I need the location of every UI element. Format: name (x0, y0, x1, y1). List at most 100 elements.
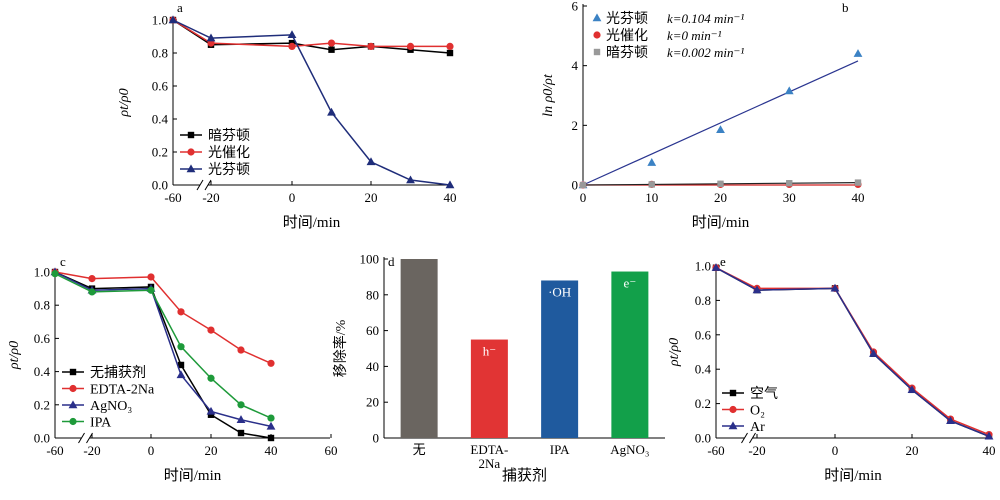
x-category-label: 2Na (479, 456, 501, 471)
x-tick-label: 40 (983, 443, 996, 458)
bar-annotation: h⁻ (483, 344, 496, 359)
legend-marker (729, 405, 737, 414)
legend-k-label: k=0.002 min⁻¹ (667, 45, 744, 60)
legend-marker (68, 400, 78, 409)
y-tick-label: 2 (572, 118, 579, 133)
y-tick-label: 0.2 (152, 145, 168, 160)
series-2 (168, 15, 455, 189)
x-category-label: IPA (550, 442, 570, 457)
y-tick-label: 0.6 (695, 327, 712, 342)
y-tick-label: 40 (366, 359, 379, 374)
bar-2 (541, 280, 579, 438)
data-point (327, 39, 336, 47)
x-tick-label: 60 (325, 443, 338, 458)
bar-annotation: e⁻ (624, 276, 637, 291)
data-point (168, 15, 178, 24)
y-tick-label: 0.0 (34, 431, 50, 446)
x-tick-label: 40 (444, 190, 457, 205)
data-point (984, 431, 994, 440)
panel-letter-c: c (60, 254, 66, 269)
y-tick-label: 80 (366, 287, 379, 302)
chart-panel-c: c 0.0 0.2 0.4 0.6 0.8 1.0 ρt/ρ0 时间/min -60 -20 0 20 4… (7, 254, 338, 484)
x-tick-label: 0 (832, 443, 839, 458)
legend-label: 空气 (750, 386, 778, 402)
axis-break-mark (196, 179, 204, 191)
x-category-label: EDTA- (470, 442, 508, 457)
y-tick-label: 6 (572, 0, 579, 14)
bar-3 (611, 271, 649, 438)
legend-k-label: k=0.104 min⁻¹ (667, 11, 744, 26)
axis-break-mark (749, 432, 756, 444)
axis-break-mark (78, 432, 85, 444)
data-point (176, 370, 186, 379)
data-point (237, 346, 245, 354)
data-point (579, 181, 587, 189)
x-tick-label: 20 (906, 443, 919, 458)
chart-panel-d: d 0 20 40 60 80 100 移除率/% 捕获剂 无 EDTA-2Na h⁻ IPA ·OH Ag… (332, 252, 665, 484)
data-point (946, 416, 955, 424)
series-line (54, 271, 272, 439)
y-axis-label: 移除率/% (332, 319, 349, 377)
legend-marker (69, 384, 77, 393)
data-point (445, 180, 455, 189)
y-tick-label: 0.8 (34, 298, 50, 313)
data-point (446, 42, 454, 51)
data-point (784, 86, 794, 95)
legend-marker (729, 389, 737, 397)
legend-marker (69, 417, 77, 426)
data-point (647, 158, 657, 166)
y-axis-label: ρt/ρ0 (667, 338, 682, 367)
x-axis-label: 时间/min (283, 214, 341, 231)
x-tick-label: 0 (580, 190, 587, 205)
x-category-label: 无 (413, 442, 426, 457)
x-tick-label: -20 (748, 443, 765, 458)
x-tick-label: -60 (707, 443, 724, 458)
x-tick-label: 40 (852, 190, 865, 205)
data-point (288, 42, 296, 51)
series-0 (578, 49, 863, 189)
data-point (446, 49, 454, 57)
series-1 (169, 16, 454, 51)
x-tick-label: -20 (83, 443, 100, 458)
bar-annotation: ·OH (548, 284, 571, 299)
x-axis-label: 时间/min (692, 214, 750, 231)
legend-marker (592, 13, 602, 22)
x-axis-label: 捕获剂 (502, 467, 547, 484)
x-axis-label: 时间/min (824, 467, 882, 484)
data-point (853, 49, 863, 57)
legend-marker (593, 48, 601, 56)
fit-line (582, 60, 859, 186)
x-tick-label: 20 (714, 190, 727, 205)
legend-label: 光芬顿 (606, 11, 648, 27)
legend-marker (69, 368, 77, 376)
data-point (406, 42, 415, 51)
x-tick-label: 0 (148, 443, 155, 458)
x-tick-label: 20 (365, 190, 378, 205)
data-point (207, 411, 215, 418)
data-point (328, 46, 335, 53)
legend-label: 暗芬顿 (208, 128, 250, 144)
data-point (327, 107, 336, 116)
x-tick-label: -60 (46, 443, 63, 458)
series-2 (711, 263, 994, 440)
y-tick-label: 0 (373, 431, 380, 446)
series-3 (51, 270, 275, 422)
legend-label: 无捕获剂 (90, 365, 146, 381)
x-tick-label: 20 (205, 443, 218, 458)
legend-label: O₂ (750, 404, 765, 419)
data-point (237, 429, 245, 437)
data-point (711, 263, 721, 271)
data-point (406, 175, 415, 184)
data-point (177, 308, 185, 316)
legend-label: 光催化 (208, 145, 250, 161)
legend-marker (728, 421, 738, 430)
y-tick-label: 60 (366, 323, 379, 338)
x-tick-label: 0 (289, 190, 296, 205)
legend-label: Ar (750, 420, 765, 435)
y-tick-label: 0.6 (34, 331, 51, 346)
x-tick-label: 40 (265, 443, 278, 458)
data-point (716, 125, 725, 134)
